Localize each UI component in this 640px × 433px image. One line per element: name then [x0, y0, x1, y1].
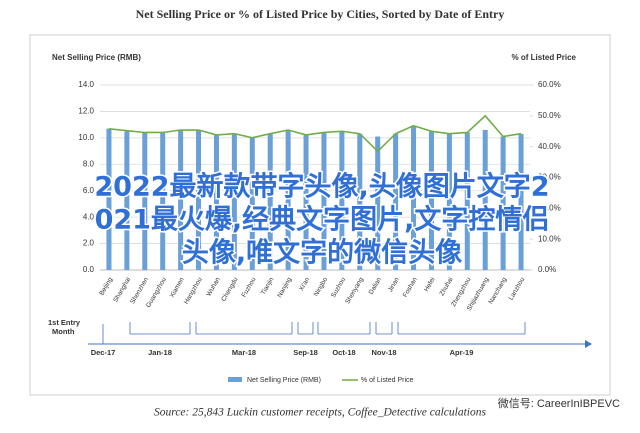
y-tick-label: 2.0	[83, 239, 95, 248]
legend-label: % of Listed Price	[361, 377, 414, 384]
bar	[249, 137, 255, 270]
overlay-line: 2022最新款带字头像,头像图片文字2	[94, 171, 549, 203]
y-tick-label: 12.0	[78, 107, 94, 116]
timeline-label: Month	[52, 327, 75, 336]
bar	[178, 129, 184, 270]
timeline-month: Nov-18	[371, 348, 396, 357]
bar	[393, 133, 399, 270]
bar	[411, 125, 417, 270]
timeline-month: Oct-18	[332, 348, 355, 357]
timeline-bracket	[195, 322, 293, 335]
y2-tick-label: 40.0%	[538, 142, 561, 151]
bar	[428, 131, 434, 270]
bar	[124, 131, 130, 270]
timeline-bracket	[397, 322, 526, 335]
overlay-text: 2022最新款带字头像,头像图片文字2 021最火爆,经典文字图片,文字控情侣 …	[93, 169, 551, 270]
overlay-line: 021最火爆,经典文字图片,文字控情侣	[95, 204, 550, 236]
timeline-bracket	[375, 322, 393, 335]
timeline-month: Dec-17	[91, 348, 116, 357]
bar	[267, 133, 273, 270]
watermark: 微信号: CareerInIBPEVC	[498, 396, 620, 410]
bar	[285, 129, 291, 270]
y-tick-label: 0.0	[83, 265, 95, 274]
legend-swatch	[228, 377, 242, 382]
bar	[500, 136, 506, 270]
timeline-month: Mar-18	[232, 348, 256, 357]
bar	[321, 132, 327, 270]
y-tick-label: 10.0	[78, 133, 94, 142]
y2-tick-label: 50.0%	[538, 111, 561, 120]
timeline-month: Jan-18	[148, 348, 172, 357]
bar	[518, 133, 524, 270]
overlay-line: 头像,唯文字的微信头像	[182, 237, 462, 269]
bar	[142, 132, 148, 270]
timeline-month: Sep-18	[293, 348, 318, 357]
bar	[446, 133, 452, 270]
timeline-bracket	[317, 322, 371, 335]
bar	[375, 136, 381, 270]
timeline-bracket	[129, 322, 191, 335]
y2-tick-label: 10.0%	[538, 234, 561, 243]
line	[108, 114, 522, 153]
y2-axis-label: % of Listed Price	[512, 53, 577, 62]
bar	[106, 128, 112, 270]
y2-tick-label: 0.0%	[538, 265, 556, 274]
timeline-label: 1st Entry	[48, 318, 81, 327]
bar	[482, 129, 488, 270]
timeline-bracket	[297, 322, 314, 335]
y-tick-label: 14.0	[78, 80, 94, 89]
y2-tick-label: 30.0%	[538, 173, 561, 182]
y-axis-label: Net Selling Price (RMB)	[52, 53, 141, 62]
bar	[196, 129, 202, 270]
legend-label: Net Selling Price (RMB)	[247, 377, 321, 384]
y-tick-label: 6.0	[83, 186, 95, 195]
bar	[160, 132, 166, 270]
bar	[464, 132, 470, 270]
y-tick-label: 4.0	[83, 212, 95, 221]
bar	[303, 135, 309, 270]
y2-tick-label: 20.0%	[538, 203, 561, 212]
bar	[213, 135, 219, 270]
y2-tick-label: 60.0%	[538, 80, 561, 89]
timeline-month: Apr-19	[450, 348, 474, 357]
chart-title: Net Selling Price or % of Listed Price b…	[136, 7, 505, 21]
bar	[231, 133, 237, 270]
source-note: Source: 25,843 Luckin customer receipts,…	[154, 407, 486, 419]
bar	[339, 131, 345, 270]
timeline-arrow	[585, 340, 592, 348]
y-tick-label: 8.0	[83, 159, 95, 168]
bar	[357, 133, 363, 270]
